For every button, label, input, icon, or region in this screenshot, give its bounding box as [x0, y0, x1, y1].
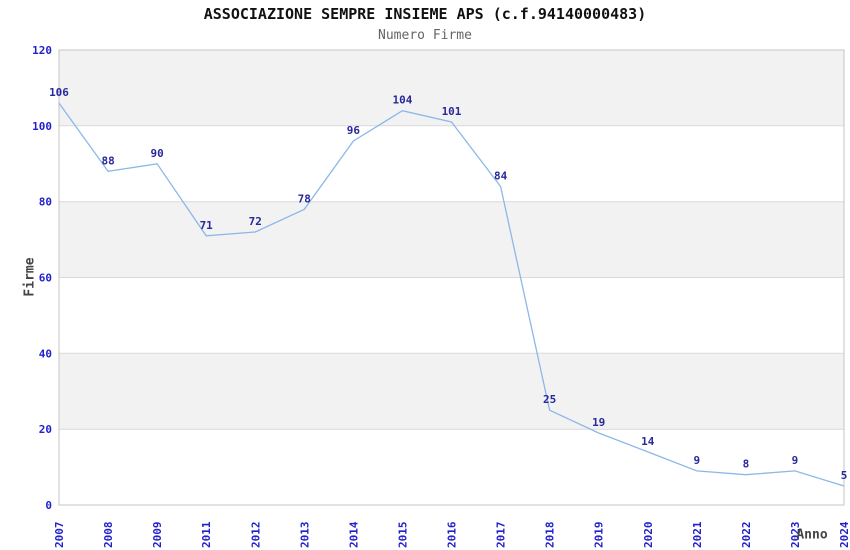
- data-point-label: 78: [298, 192, 311, 205]
- plot-band: [59, 201, 844, 278]
- x-tick-label: 2024: [838, 521, 850, 548]
- x-axis-label: Anno: [796, 527, 828, 543]
- x-tick-label: 2017: [495, 522, 508, 549]
- y-tick-label: 80: [39, 196, 52, 209]
- x-tick-label: 2011: [200, 521, 213, 548]
- x-tick-label: 2013: [298, 522, 311, 549]
- data-point-label: 25: [543, 393, 556, 406]
- x-tick-label: 2016: [446, 521, 459, 548]
- x-tick-label: 2023: [789, 522, 802, 549]
- data-point-label: 96: [347, 124, 361, 137]
- x-tick-label: 2021: [691, 521, 704, 548]
- y-tick-label: 20: [39, 423, 52, 436]
- data-point-label: 5: [841, 469, 848, 482]
- plot-border: [58, 49, 845, 506]
- x-tick-label: 2015: [396, 522, 409, 549]
- data-point-label: 9: [792, 454, 799, 467]
- data-point-label: 106: [49, 86, 69, 99]
- series-line: [58, 102, 845, 487]
- x-tick-label: 2020: [642, 522, 655, 549]
- x-tick-label: 2012: [249, 522, 262, 549]
- chart-title: ASSOCIAZIONE SEMPRE INSIEME APS (c.f.941…: [203, 5, 647, 23]
- x-tick-label: 2018: [544, 522, 557, 549]
- x-tick-label: 2009: [151, 522, 164, 549]
- x-tick-label: 2014: [347, 521, 360, 548]
- y-tick-label: 40: [39, 347, 52, 360]
- data-point-label: 101: [442, 105, 462, 118]
- plot-band: [59, 50, 844, 126]
- y-tick-label: 100: [32, 120, 52, 133]
- data-point-label: 19: [592, 416, 605, 429]
- data-point-label: 88: [101, 154, 114, 167]
- data-point-label: 9: [693, 454, 700, 467]
- data-point-label: 84: [494, 170, 508, 183]
- data-point-label: 8: [743, 458, 750, 471]
- plot-band: [59, 353, 844, 430]
- y-axis-label: Firme: [22, 257, 38, 297]
- data-point-label: 71: [200, 219, 214, 232]
- data-point-label: 14: [641, 435, 655, 448]
- x-tick-label: 2022: [740, 522, 753, 549]
- x-tick-label: 2007: [53, 522, 66, 549]
- y-tick-label: 0: [45, 499, 52, 512]
- data-point-label: 104: [392, 94, 412, 107]
- data-point-label: 90: [150, 147, 163, 160]
- x-tick-label: 2019: [593, 522, 606, 549]
- data-point-label: 72: [249, 215, 262, 228]
- y-tick-label: 60: [39, 272, 52, 285]
- y-tick-label: 120: [32, 44, 52, 57]
- x-tick-label: 2008: [102, 522, 115, 549]
- chart-subtitle: Numero Firme: [378, 28, 472, 43]
